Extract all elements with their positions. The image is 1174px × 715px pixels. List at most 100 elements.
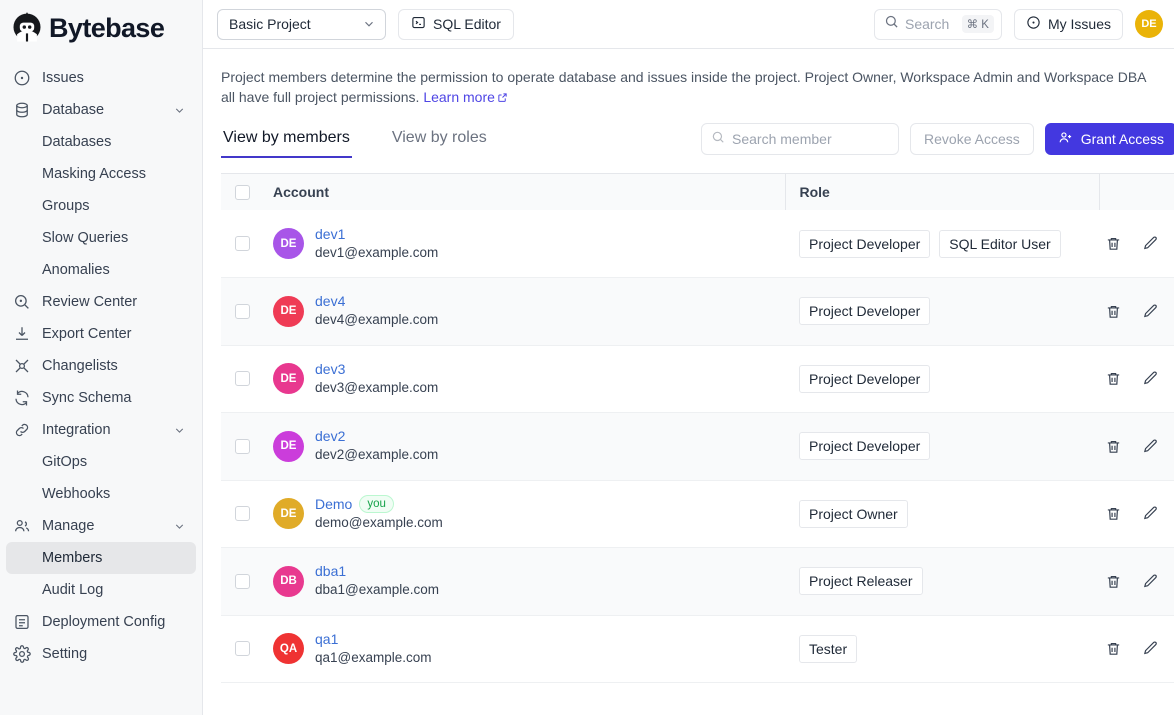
trash-icon[interactable] — [1105, 438, 1122, 455]
role-chips: Project Developer — [785, 364, 1099, 393]
sidebar-item-deployment-config[interactable]: Deployment Config — [6, 606, 196, 638]
row-checkbox[interactable] — [235, 573, 250, 589]
chevron-down-icon — [173, 104, 186, 117]
select-all-checkbox[interactable] — [235, 184, 250, 200]
row-checkbox[interactable] — [235, 371, 250, 387]
pencil-icon[interactable] — [1142, 505, 1159, 522]
trash-icon[interactable] — [1105, 640, 1122, 657]
row-checkbox[interactable] — [235, 641, 250, 657]
role-badge: Project Developer — [799, 297, 931, 326]
trash-icon[interactable] — [1105, 505, 1122, 522]
role-badge: Project Developer — [799, 364, 931, 393]
actions-cell — [1099, 615, 1174, 683]
pencil-icon[interactable] — [1142, 370, 1159, 387]
row-checkbox[interactable] — [235, 303, 250, 319]
row-checkbox[interactable] — [235, 438, 250, 454]
table-row[interactable]: DE dev2 dev2@example.com — [221, 412, 1174, 481]
account-name-link[interactable]: dev3 — [315, 360, 346, 377]
account-name-link[interactable]: dev2 — [315, 428, 346, 445]
row-actions — [1099, 370, 1174, 387]
account-name-link[interactable]: dba1 — [315, 563, 347, 580]
table-row[interactable]: QA qa1 qa1@example.com — [221, 615, 1174, 683]
sidebar-item-database[interactable]: Database — [6, 94, 196, 126]
you-badge: you — [359, 495, 394, 514]
table-row[interactable]: DE dev3 dev3@example.com — [221, 345, 1174, 413]
my-issues-button[interactable]: My Issues — [1013, 8, 1123, 40]
pencil-icon[interactable] — [1142, 438, 1159, 455]
row-checkbox[interactable] — [235, 506, 250, 522]
pencil-icon[interactable] — [1142, 303, 1159, 320]
avatar: DE — [273, 363, 304, 395]
search-member-input[interactable] — [732, 131, 890, 147]
search-member-box[interactable] — [701, 123, 900, 155]
account-name-link[interactable]: qa1 — [315, 630, 339, 647]
sidebar-item-integration[interactable]: Integration — [6, 414, 196, 446]
account-info: QA qa1 qa1@example.com — [273, 631, 785, 667]
circle-dot-icon — [1026, 15, 1041, 33]
role-cell: Project Developer — [785, 345, 1099, 413]
tab-view-by-roles[interactable]: View by roles — [391, 129, 487, 146]
trash-icon[interactable] — [1105, 573, 1122, 590]
project-selector[interactable]: Basic Project — [217, 8, 386, 40]
row-select-cell — [221, 210, 273, 278]
chevron-down-icon — [173, 424, 186, 437]
sql-editor-button[interactable]: SQL Editor — [398, 8, 514, 40]
revoke-access-button[interactable]: Revoke Access — [910, 123, 1034, 155]
account-email: qa1@example.com — [315, 649, 432, 665]
sidebar-item-anomalies[interactable]: Anomalies — [6, 254, 196, 286]
trash-icon[interactable] — [1105, 303, 1122, 320]
account-email: dev4@example.com — [315, 312, 439, 328]
sidebar-item-label: Masking Access — [42, 166, 146, 182]
sidebar-item-databases[interactable]: Databases — [6, 126, 196, 158]
sidebar-item-review-center[interactable]: Review Center — [6, 286, 196, 318]
account-text: qa1 qa1@example.com — [315, 631, 432, 667]
learn-more-link[interactable]: Learn more — [423, 89, 508, 105]
pencil-icon[interactable] — [1142, 573, 1159, 590]
role-chips: Tester — [785, 634, 1099, 663]
global-search[interactable]: Search ⌘ K — [873, 8, 1002, 40]
table-row[interactable]: DE Demo you demo@example.com — [221, 480, 1174, 548]
sidebar-item-masking-access[interactable]: Masking Access — [6, 158, 196, 190]
sidebar-item-label: Slow Queries — [42, 230, 129, 246]
trash-icon[interactable] — [1105, 370, 1122, 387]
sidebar-item-gitops[interactable]: GitOps — [6, 446, 196, 478]
row-actions — [1099, 573, 1174, 590]
sidebar-item-changelists[interactable]: Changelists — [6, 350, 196, 382]
sidebar-item-manage[interactable]: Manage — [6, 510, 196, 542]
tab-view-by-members[interactable]: View by members — [221, 130, 352, 158]
sidebar-item-setting[interactable]: Setting — [6, 638, 196, 670]
account-name-link[interactable]: dev4 — [315, 293, 346, 310]
table-row[interactable]: DE dev4 dev4@example.com — [221, 277, 1174, 345]
table-row[interactable]: DB dba1 dba1@example.com — [221, 547, 1174, 616]
actions-cell — [1099, 480, 1174, 548]
sidebar-item-slow-queries[interactable]: Slow Queries — [6, 222, 196, 254]
search-shortcut-kbd: ⌘ K — [961, 15, 994, 33]
role-chips: Project Developer — [785, 432, 1099, 461]
sidebar-item-label: Database — [42, 102, 105, 118]
sidebar-item-members[interactable]: Members — [6, 542, 196, 574]
sidebar-item-groups[interactable]: Groups — [6, 190, 196, 222]
user-avatar[interactable]: DE — [1135, 10, 1163, 38]
row-checkbox[interactable] — [235, 236, 250, 251]
pencil-icon[interactable] — [1142, 235, 1159, 252]
sidebar-item-issues[interactable]: Issues — [6, 62, 196, 94]
sidebar-item-sync-schema[interactable]: Sync Schema — [6, 382, 196, 414]
pencil-icon[interactable] — [1142, 640, 1159, 657]
trash-icon[interactable] — [1105, 235, 1122, 252]
sidebar-item-export-center[interactable]: Export Center — [6, 318, 196, 350]
grant-access-label: Grant Access — [1080, 131, 1164, 147]
changelist-icon — [12, 357, 31, 376]
sidebar-item-audit-log[interactable]: Audit Log — [6, 574, 196, 606]
sidebar-item-label: Audit Log — [42, 582, 104, 598]
members-page: Project members determine the permission… — [203, 49, 1174, 715]
account-info: DE dev2 dev2@example.com — [273, 428, 785, 464]
account-name-link[interactable]: dev1 — [315, 225, 346, 242]
account-name-link[interactable]: Demo — [315, 495, 353, 512]
brand-logo[interactable]: Bytebase — [0, 0, 202, 56]
grant-access-button[interactable]: Grant Access — [1044, 123, 1174, 155]
table-row[interactable]: DE dev1 dev1@example.com — [221, 210, 1174, 278]
sidebar-item-webhooks[interactable]: Webhooks — [6, 478, 196, 510]
account-cell: DB dba1 dba1@example.com — [273, 548, 785, 616]
role-cell: Project Developer — [785, 413, 1099, 481]
select-all-header — [221, 174, 273, 210]
